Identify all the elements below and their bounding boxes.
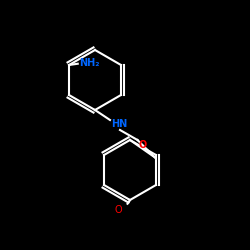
Text: O: O: [139, 140, 147, 150]
Text: O: O: [115, 205, 122, 215]
Text: HN: HN: [111, 119, 128, 129]
Text: NH₂: NH₂: [79, 58, 100, 68]
